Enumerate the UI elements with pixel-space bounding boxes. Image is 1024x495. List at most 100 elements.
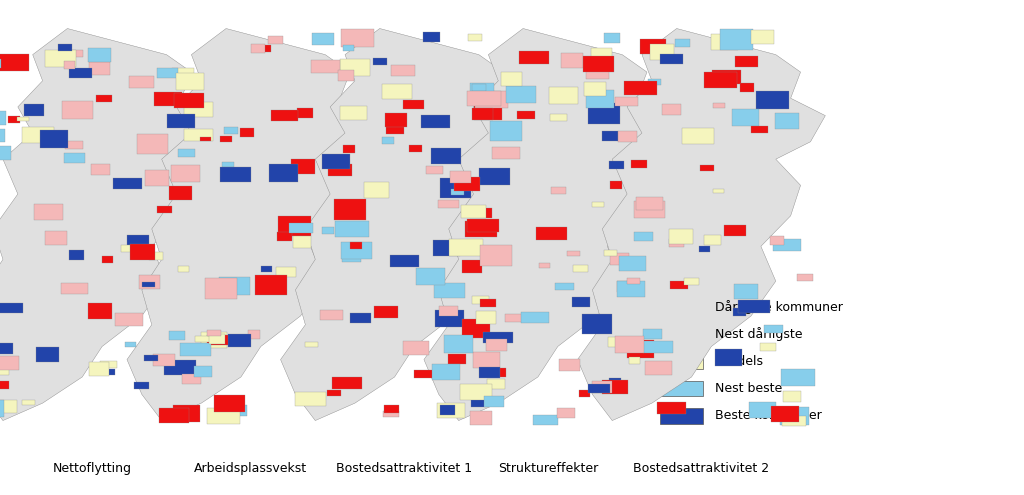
FancyBboxPatch shape [167,114,195,128]
FancyBboxPatch shape [588,384,609,393]
FancyBboxPatch shape [134,382,150,389]
FancyBboxPatch shape [601,380,629,394]
FancyBboxPatch shape [462,260,482,273]
FancyBboxPatch shape [557,408,575,418]
FancyBboxPatch shape [480,299,496,307]
FancyBboxPatch shape [207,408,240,424]
FancyBboxPatch shape [592,201,604,207]
FancyBboxPatch shape [332,377,362,389]
FancyBboxPatch shape [505,314,522,322]
FancyBboxPatch shape [604,250,616,256]
FancyBboxPatch shape [660,408,703,424]
FancyBboxPatch shape [618,256,646,271]
FancyBboxPatch shape [437,402,465,418]
FancyBboxPatch shape [470,208,493,218]
FancyBboxPatch shape [643,341,673,353]
FancyBboxPatch shape [670,239,684,247]
FancyBboxPatch shape [461,205,486,218]
FancyBboxPatch shape [340,106,367,120]
FancyBboxPatch shape [328,164,352,176]
FancyBboxPatch shape [417,268,445,285]
FancyBboxPatch shape [226,405,248,416]
FancyBboxPatch shape [0,111,6,125]
FancyBboxPatch shape [479,367,500,378]
FancyBboxPatch shape [0,356,18,370]
FancyBboxPatch shape [0,54,30,71]
FancyBboxPatch shape [22,127,54,143]
FancyBboxPatch shape [276,267,296,277]
FancyBboxPatch shape [648,79,662,85]
FancyBboxPatch shape [88,48,111,62]
FancyBboxPatch shape [178,148,195,157]
Text: Arbeidsplassvekst: Arbeidsplassvekst [195,462,307,475]
FancyBboxPatch shape [675,39,690,47]
FancyBboxPatch shape [486,339,507,351]
FancyBboxPatch shape [467,219,500,233]
FancyBboxPatch shape [0,59,1,68]
FancyBboxPatch shape [585,83,606,96]
FancyBboxPatch shape [521,312,549,323]
FancyBboxPatch shape [470,83,495,96]
FancyBboxPatch shape [573,58,588,65]
FancyBboxPatch shape [261,266,272,272]
FancyBboxPatch shape [291,159,315,174]
FancyBboxPatch shape [402,100,424,109]
FancyBboxPatch shape [586,66,609,80]
FancyBboxPatch shape [125,342,136,347]
FancyBboxPatch shape [629,357,640,364]
FancyBboxPatch shape [439,178,470,198]
FancyBboxPatch shape [17,117,30,121]
FancyBboxPatch shape [268,36,283,44]
FancyBboxPatch shape [103,368,115,375]
FancyBboxPatch shape [173,405,200,422]
FancyBboxPatch shape [751,126,768,134]
FancyBboxPatch shape [480,245,512,266]
FancyBboxPatch shape [178,266,189,272]
FancyBboxPatch shape [662,104,682,115]
FancyBboxPatch shape [536,227,567,241]
FancyBboxPatch shape [454,177,480,192]
FancyBboxPatch shape [180,343,211,356]
FancyBboxPatch shape [502,72,521,86]
FancyBboxPatch shape [0,400,17,413]
FancyBboxPatch shape [101,256,113,263]
FancyBboxPatch shape [214,395,245,412]
FancyBboxPatch shape [58,44,73,51]
FancyBboxPatch shape [643,329,663,339]
FancyBboxPatch shape [433,240,460,256]
FancyBboxPatch shape [196,336,212,343]
FancyBboxPatch shape [631,160,646,168]
FancyBboxPatch shape [289,223,313,233]
FancyBboxPatch shape [703,235,721,245]
FancyBboxPatch shape [0,400,4,417]
FancyBboxPatch shape [390,255,419,267]
FancyBboxPatch shape [8,116,19,123]
FancyBboxPatch shape [797,274,813,281]
FancyBboxPatch shape [65,61,76,68]
FancyBboxPatch shape [66,141,83,148]
FancyBboxPatch shape [169,331,185,341]
FancyBboxPatch shape [771,406,800,422]
FancyBboxPatch shape [479,168,510,185]
FancyBboxPatch shape [201,333,226,348]
FancyBboxPatch shape [385,112,408,127]
FancyBboxPatch shape [572,297,590,307]
FancyBboxPatch shape [610,253,630,265]
FancyBboxPatch shape [343,45,354,51]
FancyBboxPatch shape [625,81,657,95]
FancyBboxPatch shape [582,314,611,334]
FancyBboxPatch shape [493,147,519,159]
FancyBboxPatch shape [270,110,298,121]
FancyBboxPatch shape [130,244,155,260]
FancyBboxPatch shape [0,146,11,160]
FancyBboxPatch shape [713,103,725,108]
FancyBboxPatch shape [705,72,737,88]
FancyBboxPatch shape [172,68,195,77]
FancyBboxPatch shape [154,354,174,366]
FancyBboxPatch shape [591,48,611,61]
FancyBboxPatch shape [0,303,24,313]
Polygon shape [0,29,216,421]
FancyBboxPatch shape [645,361,672,375]
FancyBboxPatch shape [602,132,618,142]
FancyBboxPatch shape [181,374,201,384]
